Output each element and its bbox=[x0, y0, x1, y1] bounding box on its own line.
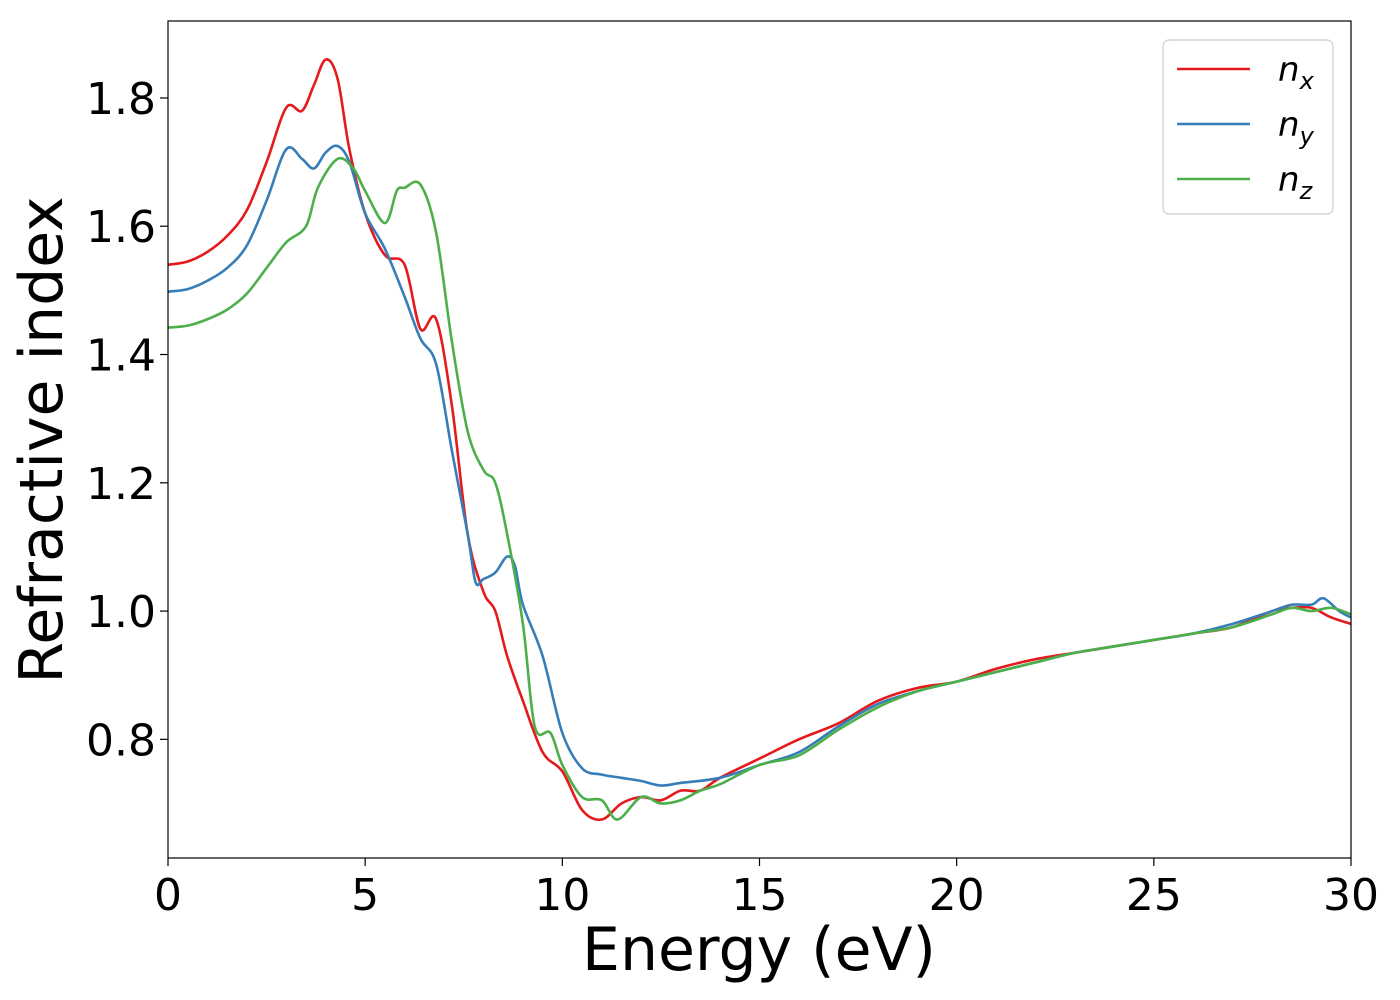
y-tick-label: 0.8 bbox=[86, 715, 156, 766]
legend-label-x: nx bbox=[1278, 50, 1315, 95]
series-line-z bbox=[168, 156, 1351, 821]
y-tick-label: 1.8 bbox=[86, 74, 156, 125]
y-tick-label: 1.0 bbox=[86, 587, 156, 638]
legend-label-z: nz bbox=[1278, 160, 1314, 205]
x-axis-title: Energy (eV) bbox=[582, 915, 936, 985]
x-axis: 0 5 10 15 20 25 30 bbox=[154, 858, 1379, 921]
x-tick-label: 20 bbox=[929, 870, 985, 921]
x-tick-label: 30 bbox=[1323, 870, 1379, 921]
y-axis: 0.8 1.0 1.2 1.4 1.6 1.8 bbox=[86, 74, 168, 766]
y-tick-label: 1.6 bbox=[86, 202, 156, 253]
plot-lines bbox=[168, 58, 1351, 822]
x-tick-label: 15 bbox=[732, 870, 788, 921]
x-tick-label: 25 bbox=[1126, 870, 1182, 921]
y-tick-label: 1.4 bbox=[86, 331, 156, 382]
legend-label-y: ny bbox=[1278, 105, 1315, 150]
x-tick-label: 5 bbox=[351, 870, 379, 921]
y-tick-label: 1.2 bbox=[86, 459, 156, 510]
y-axis-title: Refractive index bbox=[7, 196, 77, 683]
x-tick-label: 0 bbox=[154, 870, 182, 921]
x-tick-label: 10 bbox=[534, 870, 590, 921]
legend-box bbox=[1162, 39, 1334, 215]
legend: nx ny nz bbox=[1162, 39, 1334, 215]
